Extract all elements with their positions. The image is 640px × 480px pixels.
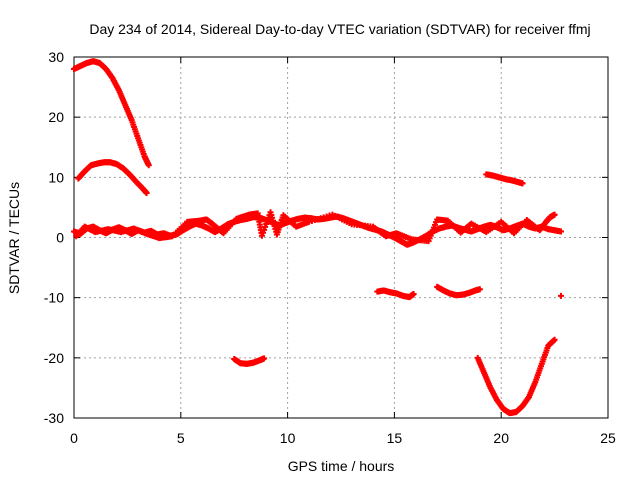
series-segment-neg20 <box>231 355 268 367</box>
y-tick-label: 30 <box>48 49 64 65</box>
x-tick-label: 5 <box>177 430 185 446</box>
series-baseline-spread <box>73 209 558 245</box>
x-tick-label: 25 <box>600 430 616 446</box>
data-point-marker <box>558 292 565 299</box>
data-point-marker <box>145 162 152 169</box>
x-axis-label: GPS time / hours <box>288 458 395 474</box>
data-marks <box>71 58 565 417</box>
y-tick-labels: -30 -20 -10 0 10 20 30 <box>44 49 64 426</box>
series-segment-neg9-b <box>434 283 483 299</box>
data-point-marker <box>519 180 526 187</box>
data-point-marker <box>261 355 268 362</box>
data-point-marker <box>410 291 417 298</box>
data-point-marker <box>476 286 483 293</box>
y-tick-label: -10 <box>44 290 64 306</box>
y-tick-label: -20 <box>44 350 64 366</box>
series-arc-high-descending <box>71 58 152 169</box>
axis-ticks <box>73 56 609 419</box>
x-tick-label: 20 <box>493 430 509 446</box>
data-point-marker <box>551 211 558 218</box>
series-single-point <box>558 292 565 299</box>
data-point-marker <box>551 336 558 343</box>
series-segment-pos10 <box>483 171 526 187</box>
y-tick-label: 0 <box>56 230 64 246</box>
data-point-marker <box>558 228 565 235</box>
grid-lines <box>74 57 608 418</box>
y-tick-label: 10 <box>48 169 64 185</box>
y-axis-label: SDTVAR / TECUs <box>6 182 22 294</box>
x-tick-label: 0 <box>70 430 78 446</box>
x-tick-label: 15 <box>387 430 403 446</box>
series-dip-neg29 <box>474 336 558 417</box>
series-arc-second <box>75 159 150 196</box>
y-tick-label: 20 <box>48 109 64 125</box>
x-tick-label: 10 <box>280 430 296 446</box>
y-tick-label: -30 <box>44 410 64 426</box>
series-segment-neg9 <box>374 287 417 301</box>
chart-title: Day 234 of 2014, Sidereal Day-to-day VTE… <box>89 21 590 37</box>
data-point-marker <box>143 189 150 196</box>
x-tick-labels: 0 5 10 15 20 25 <box>70 430 616 446</box>
